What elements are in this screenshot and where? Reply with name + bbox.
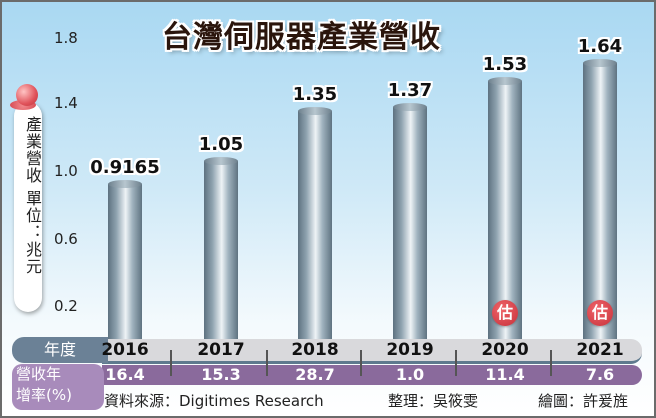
y-tick: 0.2 — [54, 297, 78, 315]
growth-cell: 7.6 — [585, 365, 615, 384]
estimate-badge-icon: 估 — [492, 300, 518, 326]
growth-header-line2: 增率(%) — [16, 386, 72, 404]
growth-row — [102, 365, 642, 385]
bar-2017 — [204, 157, 238, 340]
editor-credit: 整理：吳筱雯 — [388, 392, 479, 410]
y-axis-unit-label: 產業營收 單位：兆元 — [14, 102, 42, 312]
growth-cell: 1.0 — [395, 365, 425, 384]
year-header: 年度 — [12, 337, 108, 363]
year-cell: 2020 — [481, 340, 529, 360]
unit-text: 產業營收 單位：兆元 — [23, 116, 42, 276]
growth-cell: 11.4 — [485, 365, 525, 384]
growth-header-line1: 營收年 — [16, 365, 62, 383]
value-label: 1.35 — [292, 84, 338, 105]
value-label: 1.05 — [198, 134, 244, 155]
column-divider — [170, 350, 172, 376]
y-tick: 1.8 — [54, 29, 78, 47]
year-cell: 2017 — [197, 340, 245, 360]
growth-cell: 28.7 — [295, 365, 335, 384]
growth-header: 營收年 增率(%) — [12, 364, 104, 410]
column-divider — [455, 350, 457, 376]
chart-title: 台灣伺服器產業營收 — [162, 20, 441, 55]
year-cell: 2016 — [101, 340, 149, 360]
estimate-badge-icon: 估 — [587, 300, 613, 326]
year-cell: 2018 — [291, 340, 339, 360]
year-cell: 2019 — [386, 340, 434, 360]
y-tick: 1.4 — [54, 94, 78, 112]
value-label: 0.9165 — [90, 157, 160, 178]
y-tick: 1.0 — [54, 162, 78, 180]
column-divider — [360, 350, 362, 376]
bar-2021 — [583, 59, 617, 340]
column-divider — [550, 350, 552, 376]
year-cell: 2021 — [576, 340, 624, 360]
column-divider — [266, 350, 268, 376]
value-label: 1.64 — [577, 36, 623, 57]
source-credit: 資料來源：Digitimes Research — [104, 392, 324, 410]
bar-2019 — [393, 103, 427, 340]
y-tick: 0.6 — [54, 230, 78, 248]
value-label: 1.37 — [387, 80, 433, 101]
bar-2016 — [108, 180, 142, 340]
pushpin-icon — [16, 84, 38, 106]
bar-2018 — [298, 107, 332, 340]
bar-2020 — [488, 77, 522, 340]
growth-cell: 16.4 — [105, 365, 145, 384]
growth-cell: 15.3 — [201, 365, 241, 384]
year-row — [102, 339, 642, 364]
illustrator-credit: 繪圖：許爰旌 — [538, 392, 629, 410]
value-label: 1.53 — [482, 54, 528, 75]
